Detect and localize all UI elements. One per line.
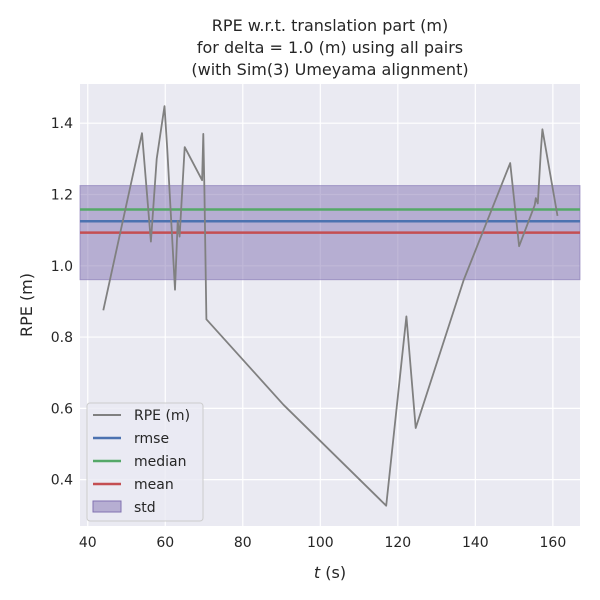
y-axis-label: RPE (m) — [17, 273, 36, 337]
y-tick-label: 0.4 — [51, 473, 73, 489]
x-tick-label: 40 — [79, 535, 97, 551]
x-tick-label: 160 — [540, 535, 567, 551]
legend-swatch-std — [92, 500, 122, 513]
x-tick-labels: 40 60 80 100 120 140 160 — [79, 535, 566, 551]
legend-label-rmse: rmse — [134, 431, 169, 447]
x-tick-label: 60 — [156, 535, 174, 551]
x-tick-label: 100 — [307, 535, 334, 551]
x-tick-label: 140 — [462, 535, 489, 551]
x-axis-label: t (s) — [314, 563, 346, 582]
y-tick-label: 1.4 — [51, 116, 73, 132]
legend-label-rpe: RPE (m) — [134, 408, 190, 424]
legend-label-mean: mean — [134, 477, 174, 493]
legend: RPE (m) rmse median mean std — [86, 402, 204, 522]
x-axis-label-variable: t — [314, 563, 321, 582]
y-tick-label: 0.6 — [51, 401, 73, 417]
y-tick-label: 1.0 — [51, 259, 73, 275]
y-tick-label: 0.8 — [51, 330, 73, 346]
y-tick-labels: 0.4 0.6 0.8 1.0 1.2 1.4 — [51, 116, 73, 488]
rpe-series-line — [102, 105, 559, 507]
legend-box — [86, 402, 204, 522]
x-grid — [87, 84, 554, 526]
y-tick-label: 1.2 — [51, 188, 73, 204]
x-axis-label-unit: (s) — [320, 563, 346, 582]
chart-title-line-1: RPE w.r.t. translation part (m) — [212, 16, 448, 35]
chart-title-line-2: for delta = 1.0 (m) using all pairs — [197, 38, 463, 57]
x-tick-label: 120 — [384, 535, 411, 551]
legend-label-std: std — [134, 500, 156, 516]
legend-label-median: median — [134, 454, 186, 470]
stat-lines — [80, 208, 580, 234]
chart-title-line-3: (with Sim(3) Umeyama alignment) — [191, 60, 468, 79]
x-tick-label: 80 — [234, 535, 252, 551]
